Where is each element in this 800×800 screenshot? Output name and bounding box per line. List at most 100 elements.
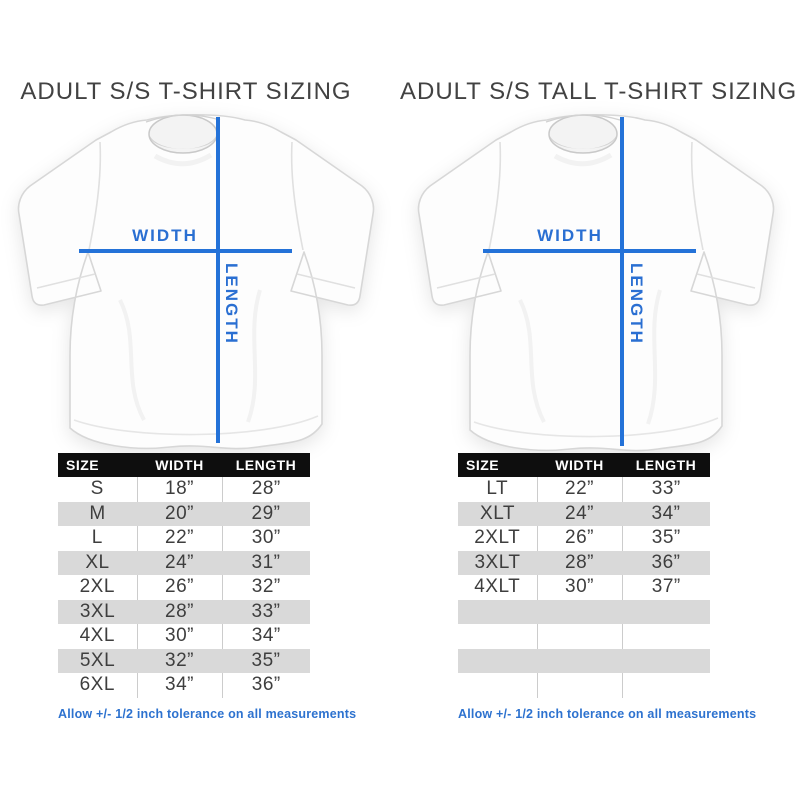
table-cell: L (91, 527, 103, 548)
table-row: L 22” 30” (58, 526, 310, 551)
panel-tall-sizing: ADULT S/S TALL T-SHIRT SIZING WIDTH LENG… (400, 0, 800, 800)
width-measure-line (79, 249, 292, 253)
page-title: ADULT S/S T-SHIRT SIZING (20, 78, 352, 105)
table-row: XL 24” 31” (58, 550, 310, 575)
panel-regular-sizing: ADULT S/S T-SHIRT SIZING (10, 78, 382, 721)
width-label: WIDTH (537, 226, 603, 245)
table-cell: 6XL (79, 674, 115, 695)
column-header-size: SIZE (58, 453, 137, 477)
tshirt-illustration (10, 110, 382, 458)
table-cell: 24” (565, 502, 594, 524)
table-header-row: SIZE WIDTH LENGTH (58, 453, 310, 477)
table-cell: 2XL (79, 576, 115, 597)
table-row: M 20” 29” (58, 501, 310, 526)
table-cell: 30” (536, 575, 622, 600)
left-cuff-seam (36, 273, 96, 289)
table-row (458, 599, 710, 625)
table-row: 5XL 32” 35” (58, 648, 310, 673)
table-cell (458, 600, 537, 625)
right-cuff-seam (696, 273, 756, 289)
table-cell: 3XLT (474, 551, 521, 573)
table-row: LT 22” 33” (458, 477, 710, 502)
right-sleeve-seam (290, 141, 304, 251)
table-cell: 32” (221, 575, 310, 600)
table-cell: 28” (565, 551, 594, 573)
table-row: 3XL 28” 33” (58, 599, 310, 624)
left-cuff-seam (436, 273, 496, 289)
collar-outer-seam (545, 114, 621, 123)
table-row (458, 673, 710, 698)
table-cell: 29” (251, 502, 281, 524)
table-row: 4XL 30” 34” (58, 624, 310, 649)
table-cell: 24” (165, 551, 194, 573)
table-cell: 36” (221, 673, 310, 698)
table-cell: 28” (221, 477, 310, 502)
column-header-size: SIZE (458, 453, 537, 477)
table-cell: 2XLT (474, 527, 521, 548)
table-row: 6XL 34” 36” (58, 673, 310, 698)
tshirt-graphic (17, 113, 375, 450)
table-row (458, 624, 710, 649)
table-cell: 30” (136, 624, 222, 649)
table-cell (537, 600, 622, 625)
right-sleeve-seam (690, 141, 704, 251)
under-collar-shading (153, 152, 213, 167)
table-cell: 33” (621, 477, 710, 502)
table-row (458, 648, 710, 674)
hem-seam (473, 417, 719, 438)
tshirt-graphic (417, 113, 775, 452)
table-cell: 26” (136, 575, 222, 600)
table-cell: 36” (651, 551, 681, 573)
table-cell: 31” (251, 551, 281, 573)
table-cell (536, 673, 622, 698)
table-row: 2XL 26” 32” (58, 575, 310, 600)
table-cell: 4XLT (474, 576, 521, 597)
table-cell: 28” (165, 600, 194, 622)
table-cell (537, 649, 622, 674)
table-row: 3XLT 28” 36” (458, 550, 710, 575)
collar (148, 114, 218, 154)
table-cell: 4XL (79, 625, 115, 646)
table-cell: 5XL (79, 649, 116, 671)
table-cell: 34” (136, 673, 222, 698)
table-cell (458, 649, 537, 674)
table-cell: M (89, 502, 106, 524)
collar (548, 114, 618, 154)
width-measure-line (483, 249, 696, 253)
table-cell: 22” (136, 526, 222, 551)
table-cell (622, 649, 710, 674)
table-row: S 18” 28” (58, 477, 310, 502)
wrinkle-shading (246, 289, 262, 423)
table-cell: 33” (251, 600, 281, 622)
table-cell: XL (85, 551, 110, 573)
table-row: XLT 24” 34” (458, 501, 710, 526)
table-cell: 35” (251, 649, 281, 671)
under-collar-shading (553, 152, 613, 167)
table-header-row: SIZE WIDTH LENGTH (458, 453, 710, 477)
table-cell: 37” (621, 575, 710, 600)
length-measure-line (216, 117, 220, 443)
table-cell: 34” (651, 502, 681, 524)
table-cell: 32” (165, 649, 194, 671)
page-title: ADULT S/S TALL T-SHIRT SIZING (400, 78, 798, 105)
right-cuff-seam (296, 273, 356, 289)
width-label: WIDTH (132, 226, 198, 245)
column-header-width: WIDTH (137, 453, 222, 477)
table-cell (622, 600, 710, 625)
collar-outer-seam (145, 114, 221, 123)
table-row: 2XLT 26” 35” (458, 526, 710, 551)
table-cell: XLT (480, 502, 515, 524)
length-label: LENGTH (222, 263, 241, 345)
column-header-length: LENGTH (222, 453, 310, 477)
tshirt-illustration (410, 110, 782, 458)
table-cell: 26” (536, 526, 622, 551)
table-cell: 34” (221, 624, 310, 649)
tshirt-body (17, 113, 375, 450)
table-cell (536, 624, 622, 649)
table-cell: 30” (221, 526, 310, 551)
column-header-length: LENGTH (622, 453, 710, 477)
tolerance-note: Allow +/- 1/2 inch tolerance on all meas… (458, 707, 757, 721)
left-sleeve-seam (88, 141, 102, 251)
table-cell (458, 673, 537, 698)
table-cell: 3XL (79, 600, 116, 622)
